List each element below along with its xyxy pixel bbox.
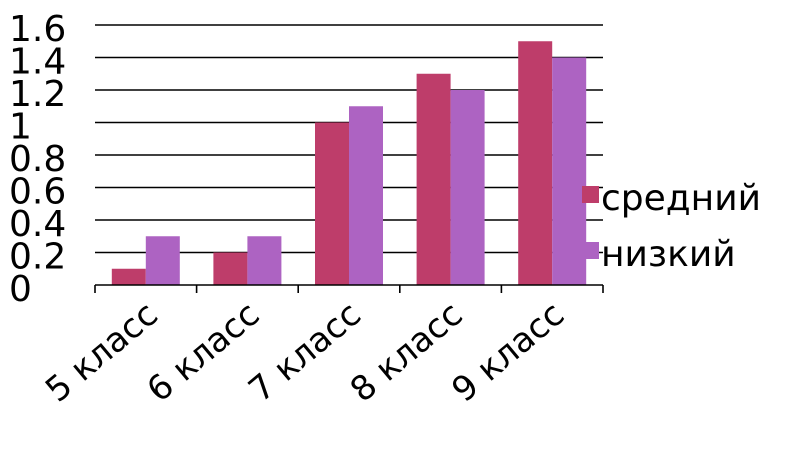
bars	[111, 41, 587, 285]
legend-label: средний	[601, 178, 761, 219]
bar-series-2	[145, 236, 180, 285]
x-tick-label: 8 класс	[343, 294, 471, 410]
bar-series-2	[247, 236, 282, 285]
bar-series-1	[416, 73, 451, 285]
legend-swatch	[582, 186, 599, 203]
x-tick-label: 6 класс	[140, 294, 268, 410]
y-tick-label: 0	[9, 269, 32, 310]
bar-series-1	[111, 268, 146, 285]
bar-series-1	[518, 41, 553, 285]
bar-series-2	[349, 106, 383, 285]
x-tick-label: 5 класс	[38, 294, 166, 410]
x-tick-label: 7 класс	[241, 294, 369, 410]
y-tick-label: 1.4	[9, 42, 66, 83]
bar-series-1	[213, 252, 248, 285]
x-axis	[94, 284, 604, 293]
x-tick-label: 9 класс	[444, 294, 572, 410]
y-tick-label: 0.8	[9, 139, 66, 180]
y-tick-label: 1.6	[9, 9, 66, 50]
y-tick-label: 0.2	[9, 237, 66, 278]
bar-series-1	[315, 122, 349, 285]
y-tick-label: 1.2	[9, 74, 66, 115]
bar-series-2	[450, 90, 485, 285]
legend-label: низкий	[601, 234, 736, 275]
y-tick-label: 0.4	[9, 204, 66, 245]
legend-swatch	[582, 242, 599, 259]
legend: средний низкий	[582, 178, 761, 275]
y-tick-label: 0.6	[9, 172, 66, 213]
y-axis-tick-labels: 00.20.40.60.811.21.41.6	[9, 9, 66, 310]
bar-series-2	[552, 57, 587, 285]
y-tick-label: 1	[9, 107, 32, 148]
